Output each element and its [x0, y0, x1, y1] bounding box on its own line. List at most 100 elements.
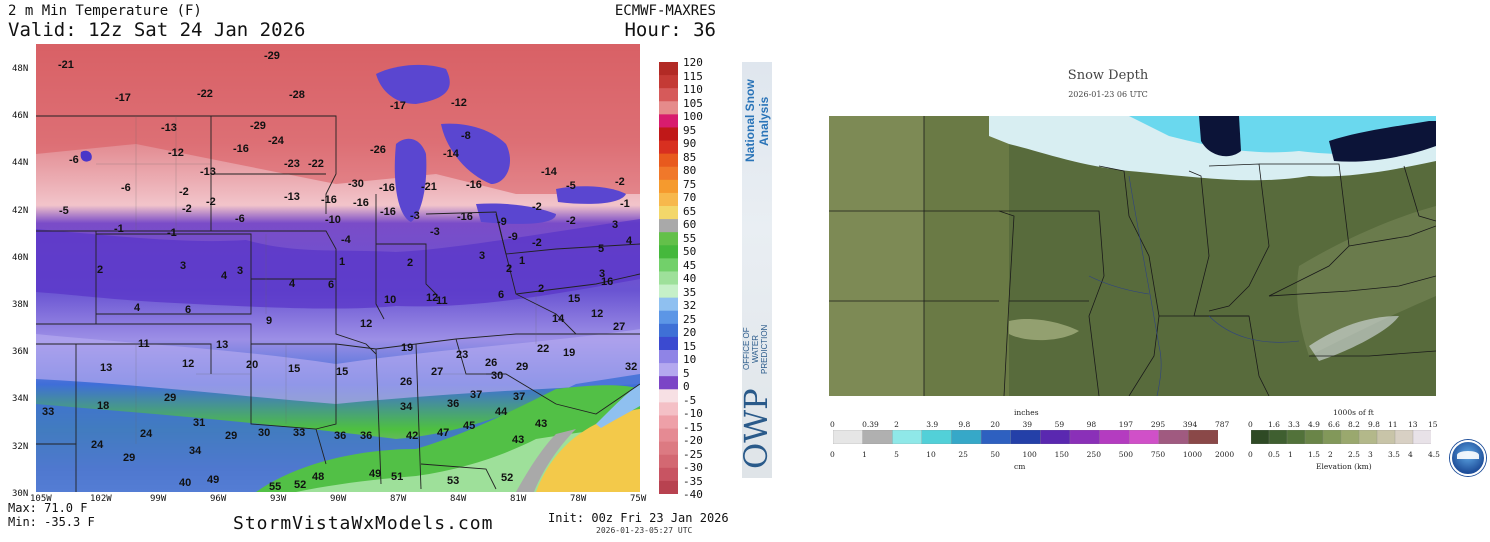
map-value-label: 37 [513, 391, 526, 403]
map-title: 2 m Min Temperature (F) [8, 3, 202, 19]
brand-url[interactable]: StormVistaWxModels.com [233, 513, 494, 534]
map-value-label: -9 [497, 216, 507, 228]
scale-swatch [659, 441, 678, 456]
map-value-label: 12 [360, 318, 373, 330]
scale-swatch [659, 114, 678, 128]
sidebar-title: National Snow Analysis [743, 79, 771, 163]
map-value-label: 20 [246, 359, 259, 371]
map-value-label: -3 [410, 210, 420, 222]
snow-legend-swatch [1040, 430, 1071, 444]
legend-tick-label: 9.8 [1368, 420, 1380, 429]
scale-swatch [659, 454, 678, 469]
legend-tick-label: 197 [1118, 420, 1134, 429]
scale-swatch [659, 415, 678, 430]
elevation-legend-swatch [1376, 430, 1396, 444]
map-value-label: -1 [167, 227, 177, 239]
longitude-label: 96W [210, 494, 227, 504]
legend-tick-label: 4.5 [1428, 450, 1440, 459]
latitude-label: 38N [12, 300, 29, 310]
scale-swatch [659, 271, 678, 286]
scale-label: 90 [683, 137, 697, 150]
map-value-label: -6 [121, 182, 131, 194]
map-value-label: 40 [179, 477, 192, 489]
map-value-label: -9 [508, 231, 518, 243]
map-value-label: 11 [138, 338, 150, 350]
scale-swatch [659, 166, 678, 181]
min-temp: Min: -35.3 F [8, 515, 95, 529]
map-value-label: -22 [197, 88, 213, 100]
elevation-legend-swatch [1251, 430, 1270, 444]
map-value-label: 26 [400, 376, 413, 388]
latitude-label: 32N [12, 441, 29, 452]
latitude-label: 48N [12, 64, 29, 74]
map-value-label: -5 [59, 205, 69, 217]
map-value-label: -16 [353, 197, 369, 209]
scale-swatch [659, 75, 678, 89]
longitude-label: 84W [450, 494, 467, 504]
scale-swatch [659, 297, 678, 312]
init-time: Init: 00z Fri 23 Jan 2026 [548, 511, 729, 525]
map-value-label: 24 [91, 439, 104, 451]
legend-tick-label: 15 [1428, 420, 1438, 429]
map-value-label: 43 [535, 418, 548, 430]
legend-tick-label: 2 [894, 420, 899, 429]
legend-tick-label: 1 [1288, 450, 1293, 459]
map-value-label: 1 [519, 255, 526, 267]
map-value-label: 29 [225, 430, 238, 442]
map-value-label: -29 [250, 120, 266, 132]
snow-legend-swatch [921, 430, 952, 444]
legend-tick-label: 25 [958, 450, 968, 459]
scale-swatch [659, 389, 678, 403]
longitude-label: 78W [570, 494, 587, 504]
latitude-label: 44N [12, 158, 29, 169]
map-value-label: -16 [466, 179, 482, 191]
map-value-label: -16 [233, 143, 249, 155]
longitude-label: 75W [630, 494, 647, 504]
map-value-label: -6 [235, 213, 245, 225]
map-value-label: -12 [168, 147, 184, 159]
map-value-label: 10 [384, 294, 397, 306]
map-value-label: -21 [58, 59, 74, 71]
map-value-label: -8 [461, 130, 471, 142]
map-value-label: -16 [321, 194, 337, 206]
map-value-label: -14 [541, 166, 557, 178]
map-value-label: 4 [626, 235, 633, 247]
map-value-label: -17 [115, 92, 131, 104]
map-value-label: 12 [182, 358, 195, 370]
map-value-label: 22 [537, 343, 550, 355]
generated-timestamp: 2026-01-23-05:27 UTC [596, 526, 693, 535]
scale-swatch [659, 363, 678, 377]
map-value-label: 52 [501, 472, 514, 484]
map-value-label: 27 [431, 366, 444, 378]
snow-legend-swatch [1099, 430, 1130, 444]
scale-label: 15 [683, 339, 697, 353]
map-value-label: -10 [325, 214, 341, 226]
map-value-label: 11 [436, 295, 448, 307]
scale-label: -10 [683, 407, 703, 420]
map-value-label: -26 [370, 144, 386, 156]
snow-legend-swatch [1158, 430, 1189, 444]
legend-tick-label: 295 [1150, 420, 1166, 429]
map-value-label: 4 [289, 278, 296, 290]
map-value-label: -23 [284, 158, 300, 170]
map-value-label: 2 [407, 257, 414, 269]
elevation-legend-swatch [1340, 430, 1360, 444]
map-value-label: -4 [341, 234, 351, 246]
map-value-label: 36 [334, 430, 347, 442]
map-value-label: -2 [532, 201, 542, 213]
map-value-label: 32 [625, 361, 638, 373]
map-value-label: 4 [221, 270, 228, 282]
latitude-label: 34N [12, 394, 29, 405]
map-value-label: -2 [532, 237, 542, 249]
scale-label: 85 [683, 150, 697, 164]
latitude-label: 40N [12, 252, 29, 263]
legend-tick-label: 394 [1182, 420, 1198, 429]
scale-label: 105 [683, 96, 703, 110]
scale-swatch [659, 402, 678, 416]
scale-label: 60 [683, 218, 697, 231]
map-value-label: 3 [479, 250, 486, 262]
elevation-legend-swatch [1286, 430, 1306, 444]
map-value-label: 4 [134, 302, 141, 314]
map-value-label: 3 [180, 260, 187, 272]
forecast-hour: Hour: 36 [624, 19, 716, 41]
